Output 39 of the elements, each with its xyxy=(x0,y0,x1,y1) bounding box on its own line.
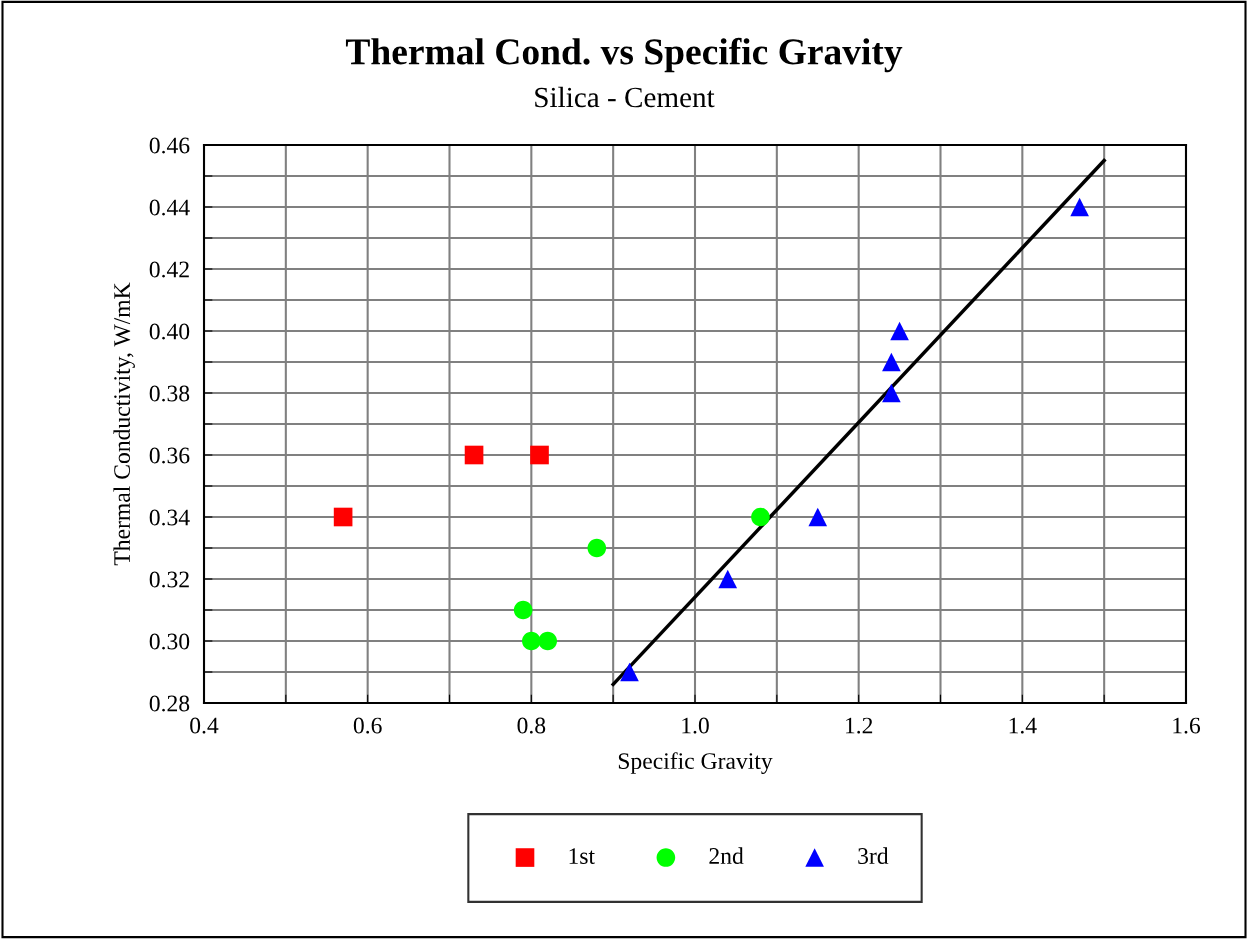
x-tick-label: 1.6 xyxy=(1173,717,1201,734)
chart-title: Thermal Cond. vs Specific Gravity xyxy=(345,37,903,73)
y-tick-label: 0.28 xyxy=(149,695,190,712)
y-tick-label: 0.42 xyxy=(149,261,189,278)
y-tick-label: 0.36 xyxy=(149,447,190,464)
y-axis-title: Thermal Conductivity, W/mK xyxy=(113,282,135,566)
y-tick-label: 0.34 xyxy=(149,509,190,526)
point xyxy=(513,600,533,620)
y-tick-label: 0.44 xyxy=(149,199,190,216)
x-tick-label: 1.2 xyxy=(845,717,873,734)
x-tick-label: 0.4 xyxy=(190,717,219,734)
point xyxy=(464,445,484,465)
y-tick-label: 0.46 xyxy=(149,137,190,154)
point xyxy=(538,631,558,651)
point xyxy=(890,321,909,341)
point xyxy=(333,507,353,527)
text: 0.40 xyxy=(149,323,190,340)
point xyxy=(808,507,828,527)
x-tick-label: 0.8 xyxy=(517,717,546,734)
text: 0.30 xyxy=(149,633,190,650)
y-tick-label: 0.38 xyxy=(149,385,190,402)
point xyxy=(882,383,901,403)
y-tick-label: 0.32 xyxy=(149,571,189,588)
x-axis-title: Specific Gravity xyxy=(618,752,773,774)
legend-label: 2nd xyxy=(709,847,744,864)
x-tick-label: 0.6 xyxy=(353,717,382,734)
point xyxy=(718,569,738,589)
point xyxy=(530,445,549,465)
point xyxy=(751,507,770,527)
legend-label: 3rd xyxy=(858,847,889,864)
legend-label: 1st xyxy=(569,848,595,864)
point xyxy=(882,352,901,372)
x-tick-label: 1.4 xyxy=(1009,717,1037,734)
point xyxy=(522,631,541,651)
point xyxy=(1070,197,1089,217)
text: 1.0 xyxy=(682,717,709,734)
chart-subtitle: Silica - Cement xyxy=(535,86,715,108)
point xyxy=(620,662,639,682)
point xyxy=(587,538,607,558)
